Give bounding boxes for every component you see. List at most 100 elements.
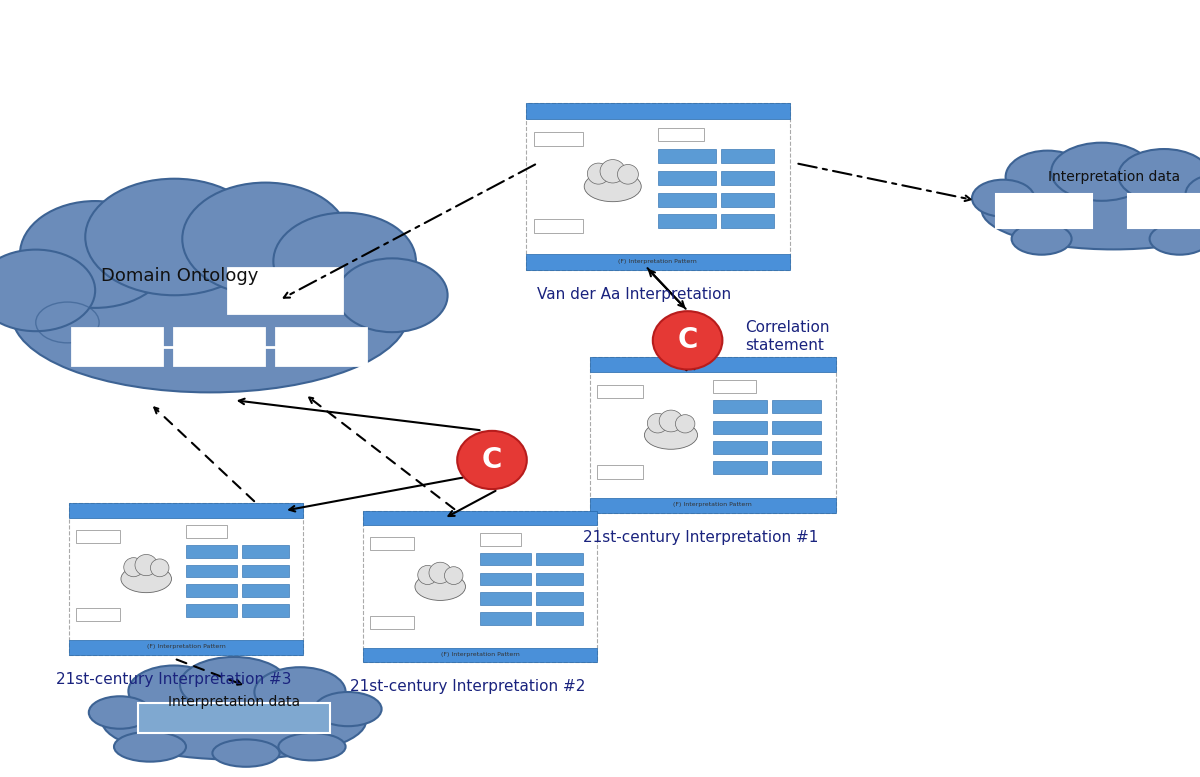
FancyBboxPatch shape [276,328,366,365]
FancyBboxPatch shape [713,441,767,454]
FancyBboxPatch shape [536,553,583,566]
Ellipse shape [124,558,144,577]
FancyBboxPatch shape [772,400,821,413]
FancyBboxPatch shape [138,703,330,733]
FancyBboxPatch shape [480,612,532,625]
Ellipse shape [85,179,264,295]
FancyBboxPatch shape [480,553,532,566]
FancyBboxPatch shape [242,584,289,597]
Ellipse shape [128,665,220,716]
FancyBboxPatch shape [713,380,756,393]
FancyBboxPatch shape [364,511,598,662]
FancyBboxPatch shape [590,357,835,513]
Text: Interpretation data: Interpretation data [168,695,300,709]
FancyBboxPatch shape [364,511,598,525]
Text: C: C [482,446,502,474]
FancyBboxPatch shape [658,171,715,185]
FancyBboxPatch shape [713,461,767,474]
FancyBboxPatch shape [526,254,790,270]
Ellipse shape [618,165,638,184]
FancyBboxPatch shape [76,530,120,542]
Ellipse shape [428,563,451,584]
Text: 21st-century Interpretation #2: 21st-century Interpretation #2 [350,679,586,695]
Ellipse shape [274,213,416,310]
Ellipse shape [114,732,186,761]
Ellipse shape [444,566,463,584]
FancyBboxPatch shape [536,612,583,625]
Ellipse shape [653,311,722,369]
FancyBboxPatch shape [370,616,414,629]
FancyBboxPatch shape [658,127,704,141]
FancyBboxPatch shape [526,103,790,119]
Ellipse shape [415,573,466,601]
Text: Van der Aa Interpretation: Van der Aa Interpretation [536,287,731,302]
FancyBboxPatch shape [242,565,289,577]
Ellipse shape [1150,223,1200,255]
FancyBboxPatch shape [536,573,583,585]
FancyBboxPatch shape [242,545,289,558]
FancyBboxPatch shape [480,533,521,545]
FancyBboxPatch shape [590,498,835,513]
FancyBboxPatch shape [70,640,302,654]
FancyBboxPatch shape [70,503,302,517]
FancyBboxPatch shape [186,525,227,538]
FancyBboxPatch shape [721,149,774,163]
Text: Correlation
statement: Correlation statement [745,320,829,353]
FancyBboxPatch shape [526,103,790,270]
FancyBboxPatch shape [76,608,120,622]
Ellipse shape [457,431,527,490]
Text: (F) Interpretation Pattern: (F) Interpretation Pattern [440,652,520,657]
FancyBboxPatch shape [72,328,162,365]
Ellipse shape [647,413,668,433]
Ellipse shape [1012,223,1072,255]
Ellipse shape [1118,149,1200,202]
FancyBboxPatch shape [370,538,414,550]
FancyBboxPatch shape [480,592,532,605]
Ellipse shape [121,565,172,593]
FancyBboxPatch shape [713,420,767,434]
FancyBboxPatch shape [721,193,774,207]
Ellipse shape [254,667,346,716]
FancyBboxPatch shape [772,420,821,434]
Text: (F) Interpretation Pattern: (F) Interpretation Pattern [146,644,226,650]
Ellipse shape [1186,174,1200,214]
Ellipse shape [0,249,95,331]
Ellipse shape [182,183,349,295]
FancyBboxPatch shape [598,385,643,398]
Ellipse shape [418,566,438,584]
FancyBboxPatch shape [658,193,715,207]
Ellipse shape [982,170,1200,249]
FancyBboxPatch shape [534,132,583,146]
Ellipse shape [102,683,366,760]
Ellipse shape [644,421,697,449]
Ellipse shape [1051,143,1152,200]
Text: (F) Interpretation Pattern: (F) Interpretation Pattern [618,259,697,263]
Ellipse shape [134,555,157,576]
Ellipse shape [20,201,170,308]
FancyBboxPatch shape [186,605,238,617]
Text: 21st-century Interpretation #3: 21st-century Interpretation #3 [56,671,292,687]
Text: (F) Interpretation Pattern: (F) Interpretation Pattern [673,502,752,507]
FancyBboxPatch shape [186,565,238,577]
Ellipse shape [89,696,151,729]
Ellipse shape [1006,151,1090,204]
Text: C: C [678,326,697,354]
Text: Domain Ontology: Domain Ontology [101,267,259,285]
FancyBboxPatch shape [658,149,715,163]
FancyBboxPatch shape [1128,194,1200,228]
FancyBboxPatch shape [186,584,238,597]
Ellipse shape [676,415,695,433]
FancyBboxPatch shape [721,214,774,228]
FancyBboxPatch shape [658,214,715,228]
Ellipse shape [12,237,408,392]
FancyBboxPatch shape [721,171,774,185]
Ellipse shape [584,171,641,202]
Ellipse shape [278,733,346,761]
Ellipse shape [659,410,683,432]
Ellipse shape [587,163,610,184]
FancyBboxPatch shape [534,219,583,233]
FancyBboxPatch shape [174,328,264,365]
Ellipse shape [337,258,448,333]
Ellipse shape [972,179,1034,217]
FancyBboxPatch shape [996,194,1092,228]
